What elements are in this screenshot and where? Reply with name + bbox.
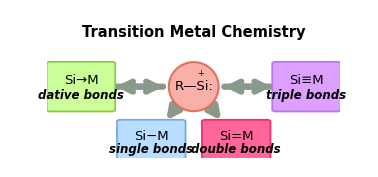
FancyBboxPatch shape [272,62,341,112]
Text: Si→M: Si→M [64,74,98,87]
FancyBboxPatch shape [202,120,271,164]
Text: +: + [197,69,204,78]
Text: Transition Metal Chemistry: Transition Metal Chemistry [82,25,305,40]
Text: R—Si:: R—Si: [174,80,213,93]
Text: Si=M: Si=M [219,130,254,143]
Text: single bonds: single bonds [109,143,193,156]
FancyBboxPatch shape [46,62,115,112]
Text: Si≡M: Si≡M [289,74,324,87]
Text: Si−M: Si−M [134,130,169,143]
Ellipse shape [169,62,218,111]
Text: triple bonds: triple bonds [266,88,347,101]
Text: double bonds: double bonds [191,143,281,156]
FancyBboxPatch shape [117,120,186,164]
Text: dative bonds: dative bonds [38,88,124,101]
